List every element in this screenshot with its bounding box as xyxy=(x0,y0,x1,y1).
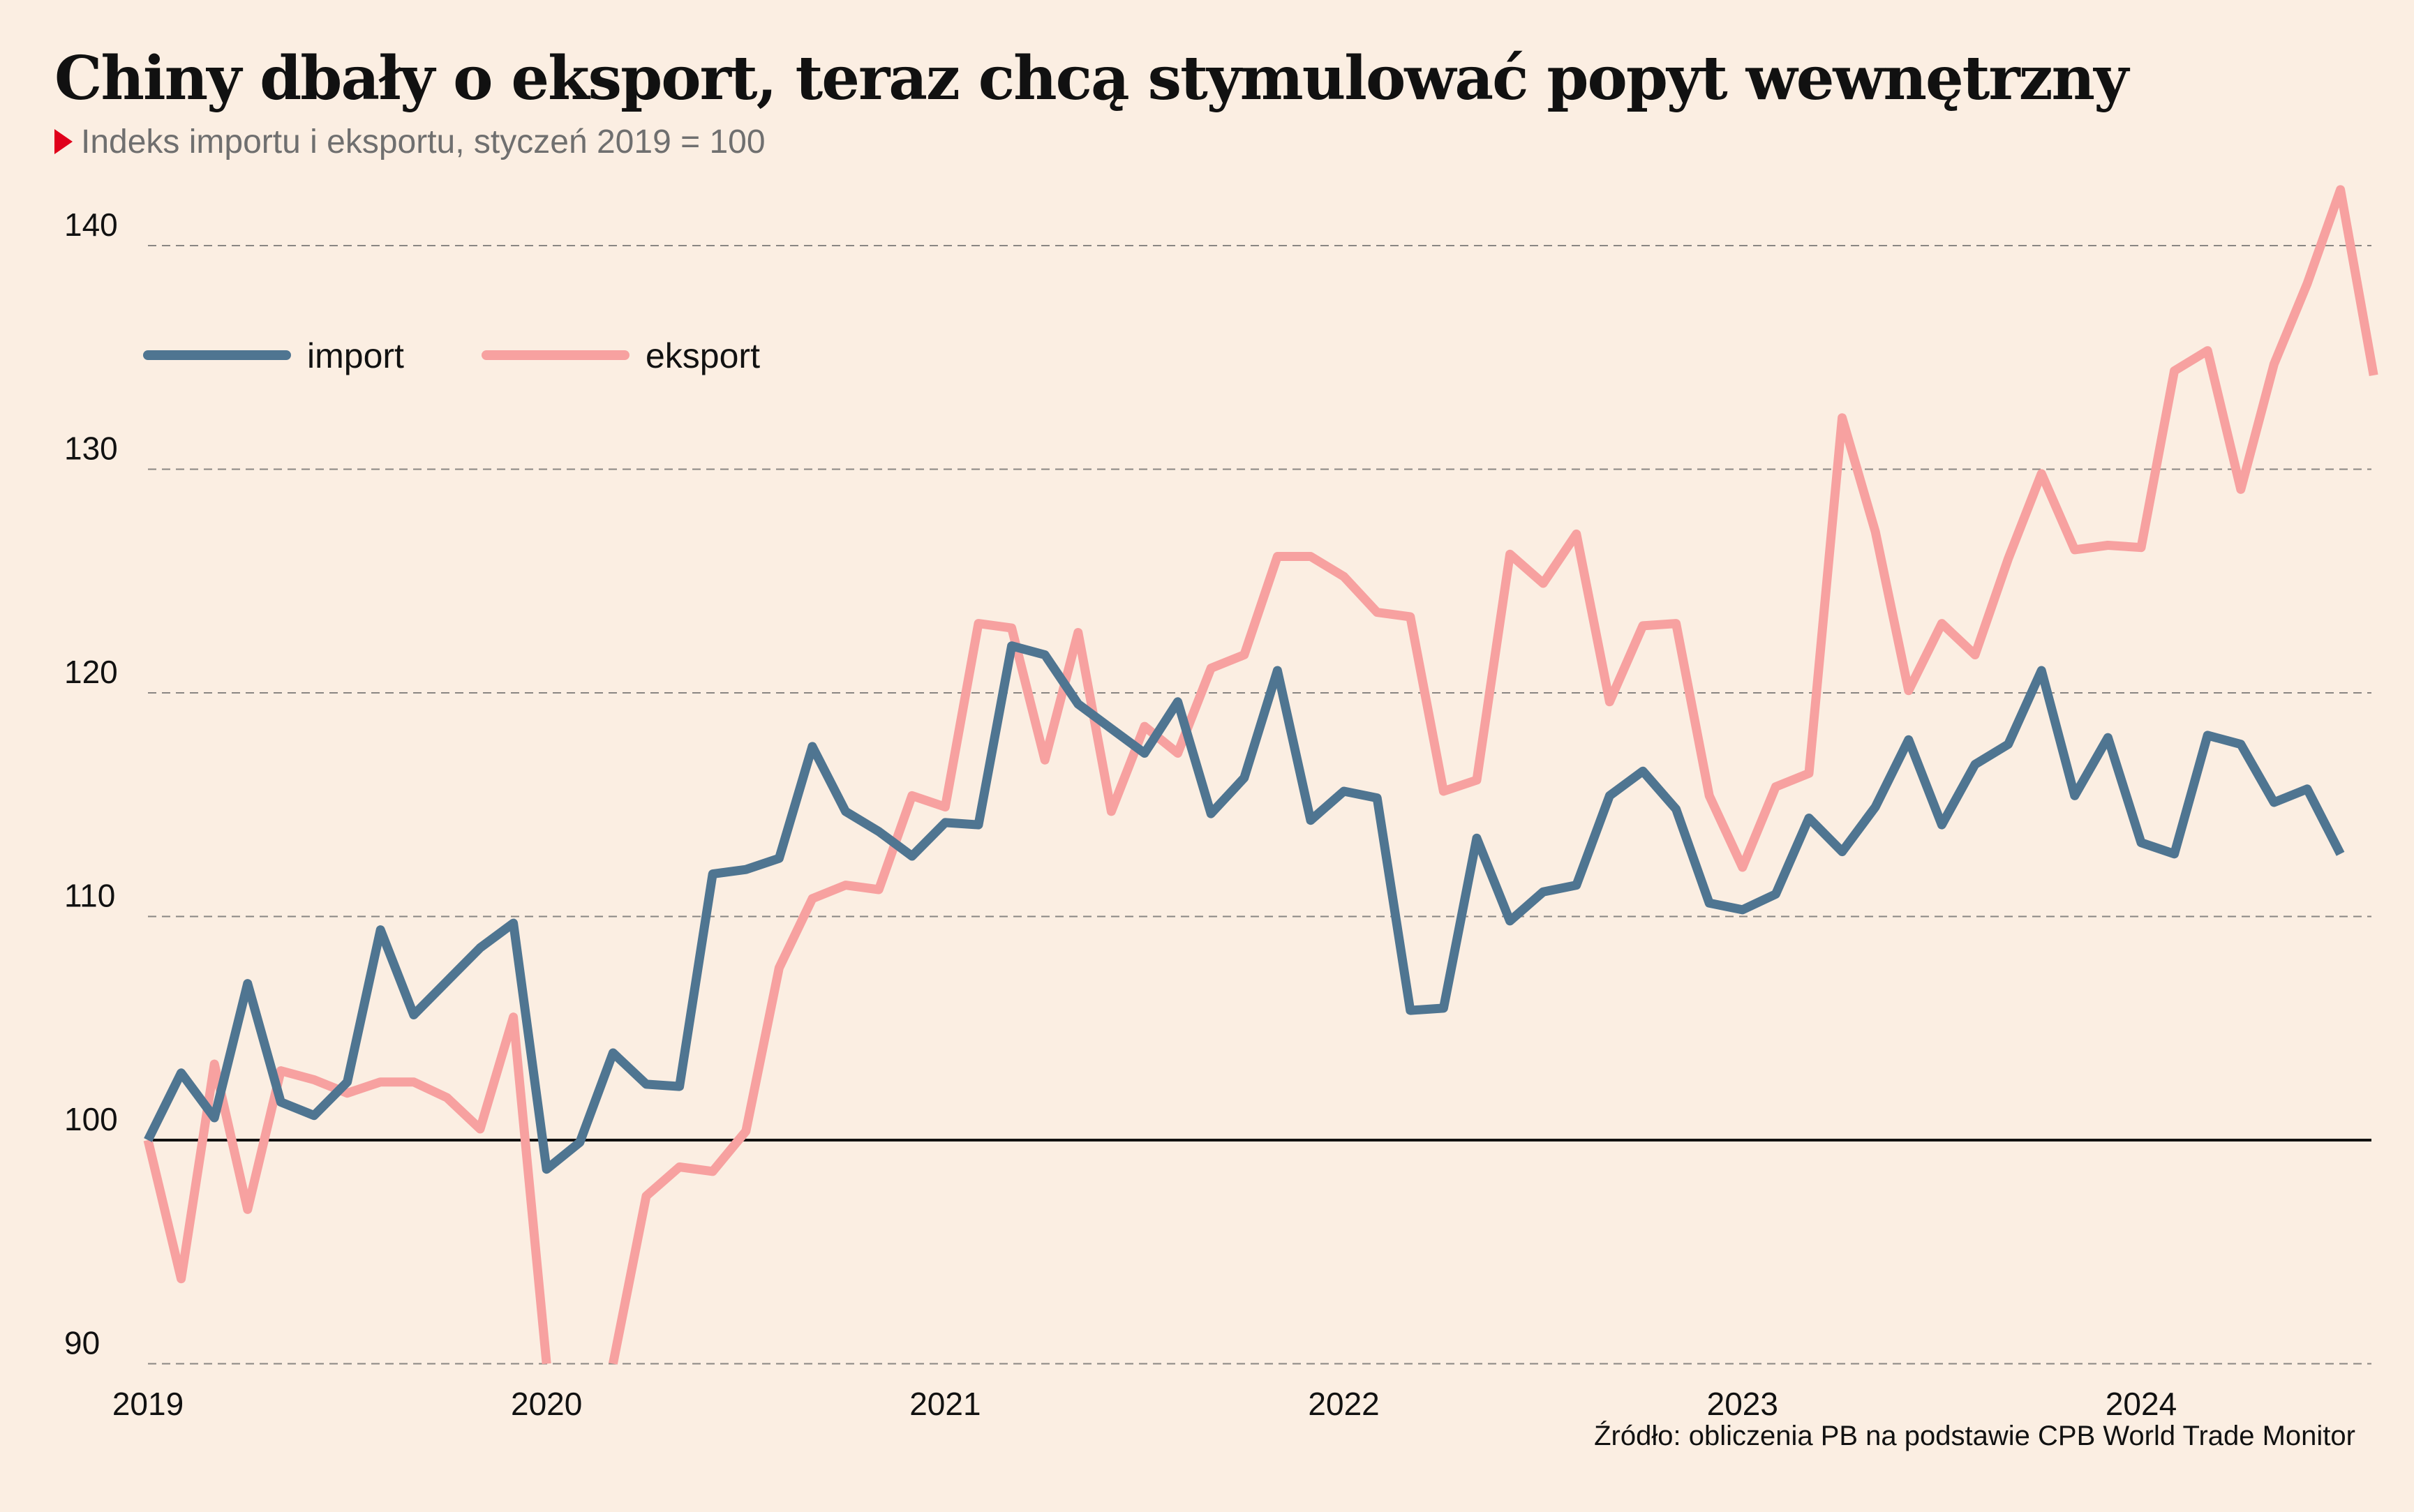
x-tick-label: 2021 xyxy=(909,1386,981,1422)
y-tick-label: 140 xyxy=(64,207,118,243)
series-line-import xyxy=(144,641,2345,1174)
y-tick-label: 100 xyxy=(64,1101,118,1137)
y-tick-label: 120 xyxy=(64,654,118,690)
x-tick-label: 2024 xyxy=(2106,1386,2177,1422)
y-tick-label: 110 xyxy=(64,878,115,914)
legend: import eksport xyxy=(143,336,760,375)
x-tick-label: 2019 xyxy=(112,1386,184,1422)
legend-label-eksport: eksport xyxy=(646,336,760,375)
chart-title: Chiny dbały o eksport, teraz chcą stymul… xyxy=(54,43,2129,114)
legend-label-import: import xyxy=(307,336,404,375)
series-line-eksport xyxy=(143,1012,551,1365)
series-line-eksport xyxy=(609,185,2378,1365)
x-tick-label: 2023 xyxy=(1707,1386,1778,1422)
y-axis-ticks: 90 100 110 120 130 140 xyxy=(64,207,118,1361)
y-tick-label: 90 xyxy=(64,1325,100,1361)
triangle-marker-icon xyxy=(54,129,73,154)
source-note: Źródło: obliczenia PB na podstawie CPB W… xyxy=(1594,1421,2355,1451)
chart-subtitle-text: Indeks importu i eksportu, styczeń 2019 … xyxy=(81,123,766,160)
grid-lines xyxy=(148,245,2371,1365)
y-tick-label: 130 xyxy=(64,431,118,467)
x-tick-label: 2022 xyxy=(1308,1386,1379,1422)
x-axis-ticks: 2019 2020 2021 2022 2023 2024 xyxy=(112,1386,2177,1422)
x-tick-label: 2020 xyxy=(511,1386,582,1422)
chart-subtitle: Indeks importu i eksportu, styczeń 2019 … xyxy=(54,123,766,161)
series-lines xyxy=(143,185,2378,1365)
